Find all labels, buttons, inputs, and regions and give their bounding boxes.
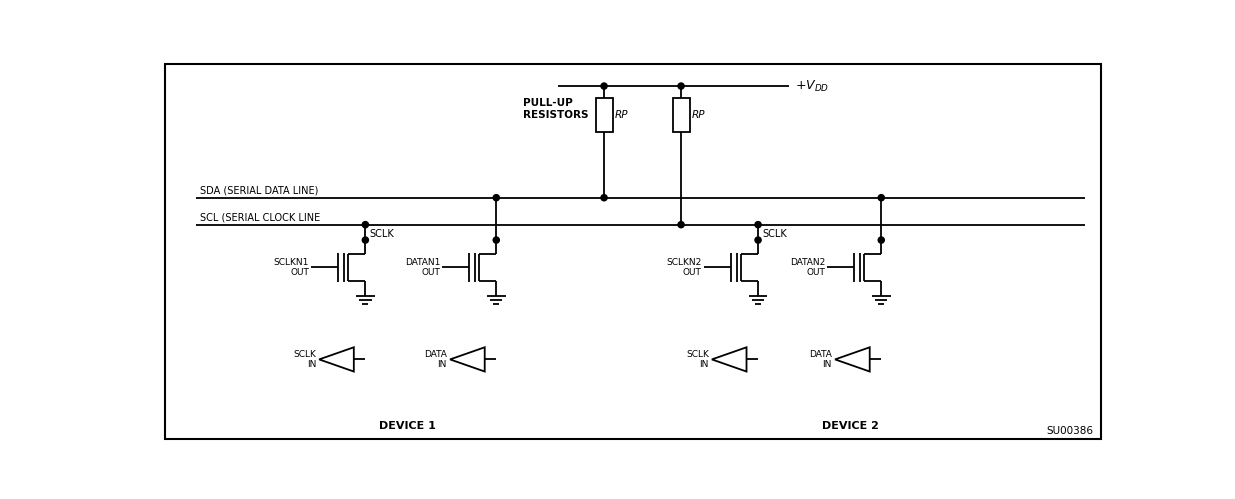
Circle shape <box>878 195 884 201</box>
Text: SCLKN2
OUT: SCLKN2 OUT <box>667 257 701 277</box>
Text: DATA
IN: DATA IN <box>424 350 447 369</box>
Text: SCLK
IN: SCLK IN <box>685 350 709 369</box>
Circle shape <box>493 237 499 243</box>
Circle shape <box>362 222 368 228</box>
Text: SCLK: SCLK <box>762 229 787 239</box>
Circle shape <box>755 237 761 243</box>
Text: DATAN2
OUT: DATAN2 OUT <box>790 257 825 277</box>
Text: SCLK
IN: SCLK IN <box>293 350 316 369</box>
Text: $+V_{DD}$: $+V_{DD}$ <box>795 78 829 94</box>
Circle shape <box>755 222 761 228</box>
Circle shape <box>601 83 608 89</box>
Text: SCLK: SCLK <box>369 229 394 239</box>
Circle shape <box>601 195 608 201</box>
Circle shape <box>678 83 684 89</box>
Text: DATAN1
OUT: DATAN1 OUT <box>405 257 440 277</box>
Circle shape <box>678 222 684 228</box>
Text: DATA
IN: DATA IN <box>809 350 832 369</box>
Polygon shape <box>711 347 746 372</box>
Bar <box>651 244 1051 413</box>
Bar <box>219 244 597 413</box>
Text: SDA (SERIAL DATA LINE): SDA (SERIAL DATA LINE) <box>200 186 319 196</box>
Bar <box>673 98 689 132</box>
Text: RP: RP <box>692 110 705 120</box>
Text: SCL (SERIAL CLOCK LINE: SCL (SERIAL CLOCK LINE <box>200 213 320 223</box>
Text: DEVICE 1: DEVICE 1 <box>379 421 436 431</box>
Circle shape <box>362 237 368 243</box>
Text: DEVICE 2: DEVICE 2 <box>823 421 879 431</box>
Text: SU00386: SU00386 <box>1046 427 1093 437</box>
Text: RP: RP <box>615 110 629 120</box>
Circle shape <box>493 195 499 201</box>
Text: SCLKN1
OUT: SCLKN1 OUT <box>274 257 309 277</box>
Text: PULL-UP
RESISTORS: PULL-UP RESISTORS <box>524 98 589 120</box>
Circle shape <box>878 237 884 243</box>
Bar <box>595 98 613 132</box>
Polygon shape <box>319 347 353 372</box>
Polygon shape <box>450 347 484 372</box>
Polygon shape <box>835 347 869 372</box>
